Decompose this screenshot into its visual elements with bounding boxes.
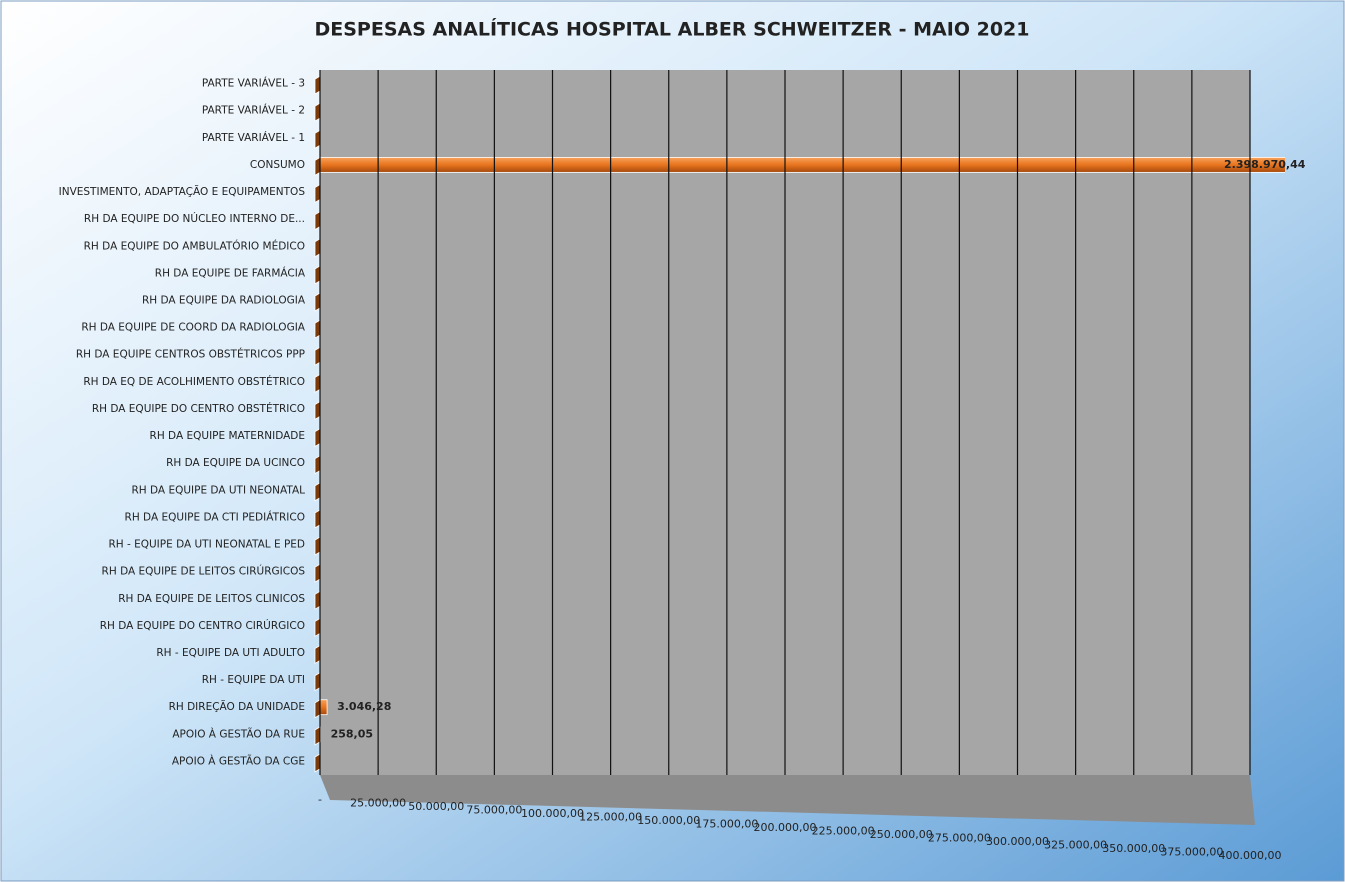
bar-depth: [314, 373, 321, 393]
x-tick-label: 175.000,00: [695, 818, 758, 831]
y-tick-label: RH - EQUIPE DA UTI NEONATAL E PED: [108, 539, 305, 551]
x-tick-label: 50.000,00: [408, 800, 464, 813]
y-tick-label: RH DA EQUIPE DE COORD DA RADIOLOGIA: [81, 322, 305, 334]
plot-floor: [320, 775, 1255, 825]
x-tick-label: 375.000,00: [1160, 846, 1223, 859]
x-tick-label: 125.000,00: [579, 811, 642, 824]
y-tick-label: CONSUMO: [250, 159, 305, 171]
y-tick-label: RH - EQUIPE DA UTI ADULTO: [156, 647, 305, 659]
bar-depth: [314, 183, 321, 204]
y-tick-label: RH DA EQUIPE DE LEITOS CIRÚRGICOS: [102, 565, 306, 578]
bar-depth: [314, 400, 321, 421]
bar-depth: [314, 726, 321, 746]
bar-depth: [314, 319, 321, 339]
y-tick-label: RH DA EQUIPE MATERNIDADE: [150, 430, 305, 442]
bar-depth: [314, 590, 321, 610]
x-tick-label: 100.000,00: [521, 807, 584, 820]
y-tick-label: APOIO À GESTÃO DA RUE: [172, 727, 305, 740]
y-tick-label: RH DA EQUIPE DA UTI NEONATAL: [132, 484, 306, 496]
bar-depth: [314, 617, 321, 638]
bar-depth: [314, 644, 321, 665]
x-tick-label: 25.000,00: [350, 797, 406, 810]
bar-depth: [314, 753, 321, 773]
x-tick-label: 275.000,00: [928, 832, 991, 845]
bar-depth: [314, 482, 321, 502]
bar-depth: [314, 455, 321, 475]
bar-depth: [314, 292, 321, 312]
y-tick-label: APOIO À GESTÃO DA CGE: [172, 754, 305, 767]
bar: [319, 157, 1285, 173]
x-tick-label: 150.000,00: [637, 814, 700, 827]
bar: [319, 699, 328, 716]
y-tick-label: RH DA EQUIPE DO AMBULATÓRIO MÉDICO: [84, 239, 305, 252]
bar-depth: [314, 509, 321, 529]
x-tick-label: -: [318, 793, 322, 806]
bar-depth: [314, 563, 321, 583]
y-tick-label: INVESTIMENTO, ADAPTAÇÃO E EQUIPAMENTOS: [59, 185, 306, 198]
bar-depth: [314, 427, 321, 448]
bar-depth: [314, 265, 321, 285]
bar-depth: [314, 699, 321, 719]
x-tick-label: 75.000,00: [466, 804, 522, 817]
chart-title: DESPESAS ANALÍTICAS HOSPITAL ALBER SCHWE…: [315, 18, 1030, 41]
bar-depth: [314, 536, 321, 556]
x-tick-label: 225.000,00: [812, 825, 875, 838]
x-tick-label: 400.000,00: [1219, 849, 1282, 862]
y-tick-label: RH DA EQUIPE DO NÚCLEO INTERNO DE...: [84, 212, 305, 225]
x-tick-label: 325.000,00: [1044, 839, 1107, 852]
y-tick-label: RH DA EQUIPE DA RADIOLOGIA: [142, 294, 306, 306]
y-tick-label: RH - EQUIPE DA UTI: [202, 674, 305, 686]
bar-depth: [314, 346, 321, 366]
bar-depth: [314, 210, 321, 231]
bar-depth: [314, 156, 321, 177]
x-tick-label: 200.000,00: [754, 821, 817, 834]
y-tick-label: RH DA EQ DE ACOLHIMENTO OBSTÉTRICO: [83, 375, 305, 388]
x-tick-label: 350.000,00: [1102, 842, 1165, 855]
y-tick-label: RH DIREÇÃO DA UNIDADE: [169, 700, 305, 713]
y-tick-label: RH DA EQUIPE DE LEITOS CLINICOS: [118, 593, 305, 605]
bar-depth: [314, 129, 321, 149]
bar-depth: [314, 75, 321, 95]
value-label: 258,05: [331, 727, 373, 740]
bar-depth: [314, 102, 321, 122]
plot-area: [314, 75, 1285, 773]
y-tick-label: PARTE VARIÁVEL - 1: [202, 131, 305, 144]
y-tick-label: RH DA EQUIPE DE FARMÁCIA: [155, 266, 306, 279]
bar-depth: [314, 671, 321, 692]
bar-depth: [314, 238, 321, 258]
y-tick-label: PARTE VARIÁVEL - 2: [202, 104, 305, 117]
y-tick-label: RH DA EQUIPE DO CENTRO OBSTÉTRICO: [92, 402, 305, 415]
y-tick-label: RH DA EQUIPE CENTROS OBSTÉTRICOS PPP: [76, 348, 305, 361]
y-tick-label: PARTE VARIÁVEL - 3: [202, 77, 305, 90]
y-tick-label: RH DA EQUIPE DA UCINCO: [166, 457, 305, 469]
value-label: 2.398.970,44: [1224, 158, 1306, 171]
x-tick-label: 300.000,00: [986, 835, 1049, 848]
value-label: 3.046,28: [337, 700, 391, 713]
y-tick-label: RH DA EQUIPE DO CENTRO CIRÚRGICO: [100, 619, 305, 632]
y-tick-label: RH DA EQUIPE DA CTI PEDIÁTRICO: [125, 510, 305, 523]
x-tick-label: 250.000,00: [870, 828, 933, 841]
